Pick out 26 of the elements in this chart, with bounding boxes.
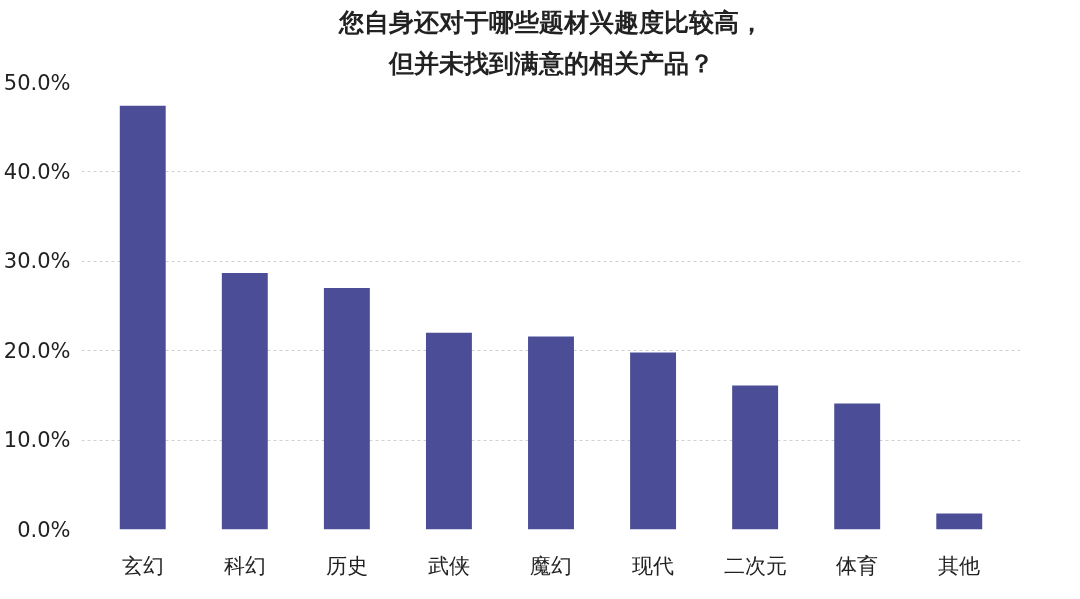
x-tick-label: 现代 xyxy=(632,553,675,578)
x-tick-label: 二次元 xyxy=(723,553,787,578)
bar xyxy=(630,352,677,530)
y-tick-label: 20.0% xyxy=(3,338,71,363)
x-tick-label: 体育 xyxy=(836,553,879,578)
x-tick-label: 玄幻 xyxy=(121,553,164,578)
bar xyxy=(528,336,574,530)
bar xyxy=(732,385,779,530)
x-tick-label: 历史 xyxy=(325,553,368,578)
y-tick-label: 10.0% xyxy=(3,428,71,453)
bar xyxy=(221,272,268,530)
x-tick-label: 魔幻 xyxy=(530,553,572,578)
y-tick-label: 30.0% xyxy=(3,249,71,274)
bar xyxy=(323,288,370,530)
chart-title: 您自身还对于哪些题材兴趣度比较高， xyxy=(337,7,764,37)
bar xyxy=(834,403,881,530)
bar xyxy=(119,105,166,530)
bar xyxy=(936,513,983,530)
x-tick-label: 其他 xyxy=(938,553,981,578)
x-tick-label: 科幻 xyxy=(223,553,266,578)
y-tick-label: 40.0% xyxy=(3,159,71,184)
x-tick-label: 武侠 xyxy=(427,553,470,578)
y-tick-label: 0.0% xyxy=(17,517,71,542)
chart-subtitle: 但并未找到满意的相关产品？ xyxy=(387,48,714,78)
bar xyxy=(425,332,472,530)
y-tick-label: 50.0% xyxy=(3,70,71,95)
